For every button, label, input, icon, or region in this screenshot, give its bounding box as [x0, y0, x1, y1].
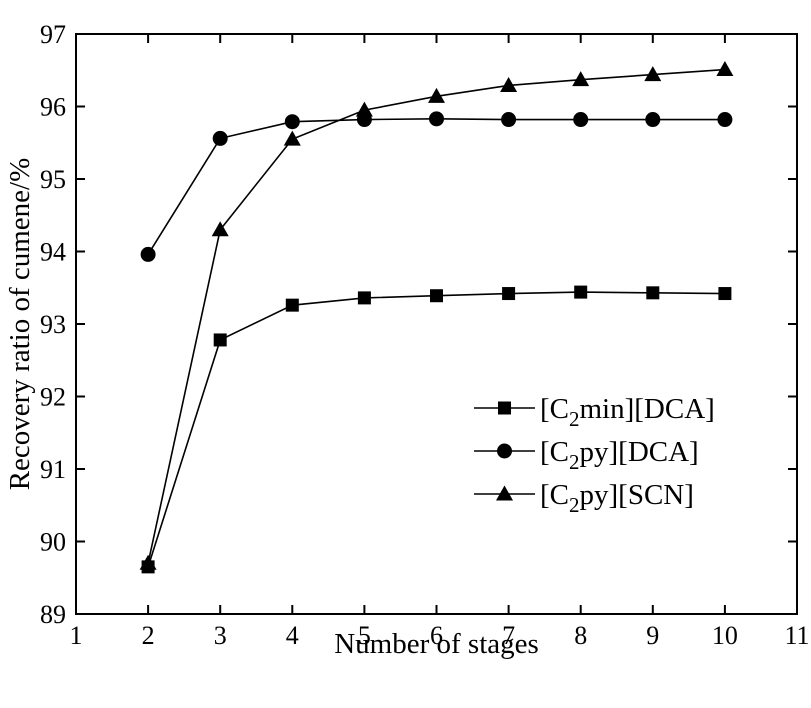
data-point: [716, 61, 733, 76]
data-point: [430, 289, 443, 302]
data-point: [429, 111, 444, 126]
x-tick-label: 1: [70, 621, 83, 650]
legend-label-main: [C: [540, 393, 569, 425]
legend-entry: [C2py][SCN]: [474, 479, 694, 517]
y-axis-label: Recovery ratio of cumene/%: [4, 158, 36, 491]
y-tick-label: 91: [40, 455, 66, 484]
legend-label: [C2py][SCN]: [540, 479, 694, 517]
legend-label-rest: py][DCA]: [580, 436, 699, 468]
x-tick-label: 11: [784, 621, 809, 650]
x-tick-label: 10: [712, 621, 738, 650]
data-point: [214, 333, 227, 346]
y-tick-label: 96: [40, 93, 66, 122]
x-axis-label: Number of stages: [334, 628, 539, 660]
x-tick-label: 8: [574, 621, 587, 650]
data-point: [574, 286, 587, 299]
data-point: [718, 287, 731, 300]
data-point: [502, 287, 515, 300]
data-point: [285, 114, 300, 129]
legend-label-rest: py][SCN]: [580, 479, 694, 511]
data-point: [501, 112, 516, 127]
series-line: [148, 119, 725, 255]
series-square: [142, 286, 732, 574]
y-tick-label: 93: [40, 310, 66, 339]
data-point: [646, 286, 659, 299]
series-line: [148, 292, 725, 567]
legend-label-subscript: 2: [569, 407, 580, 431]
y-tick-label: 97: [40, 20, 66, 49]
data-point: [573, 112, 588, 127]
y-tick-label: 92: [40, 383, 66, 412]
series-circle: [141, 111, 733, 262]
data-point: [284, 131, 301, 146]
legend-label: [C2py][DCA]: [540, 436, 699, 474]
x-tick-label: 9: [646, 621, 659, 650]
y-tick-label: 94: [40, 238, 66, 267]
y-tick-label: 89: [40, 600, 66, 629]
data-point: [286, 299, 299, 312]
legend-entry: [C2min][DCA]: [474, 393, 715, 431]
legend-label-main: [C: [540, 479, 569, 511]
legend-label-main: [C: [540, 436, 569, 468]
y-tick-label: 90: [40, 528, 66, 557]
y-tick-label: 95: [40, 165, 66, 194]
legend-label-subscript: 2: [569, 493, 580, 517]
legend-entry: [C2py][DCA]: [474, 436, 699, 474]
x-tick-label: 3: [214, 621, 227, 650]
legend-marker: [496, 486, 513, 501]
x-tick-label: 2: [142, 621, 155, 650]
data-point: [645, 112, 660, 127]
data-point: [213, 131, 228, 146]
legend: [C2min][DCA][C2py][DCA][C2py][SCN]: [474, 393, 715, 517]
legend-label: [C2min][DCA]: [540, 393, 715, 431]
x-tick-label: 4: [286, 621, 299, 650]
data-point: [717, 112, 732, 127]
legend-marker: [498, 402, 511, 415]
data-point: [141, 247, 156, 262]
legend-label-rest: min][DCA]: [580, 393, 715, 425]
data-point: [358, 291, 371, 304]
legend-label-subscript: 2: [569, 450, 580, 474]
legend-marker: [497, 444, 512, 459]
